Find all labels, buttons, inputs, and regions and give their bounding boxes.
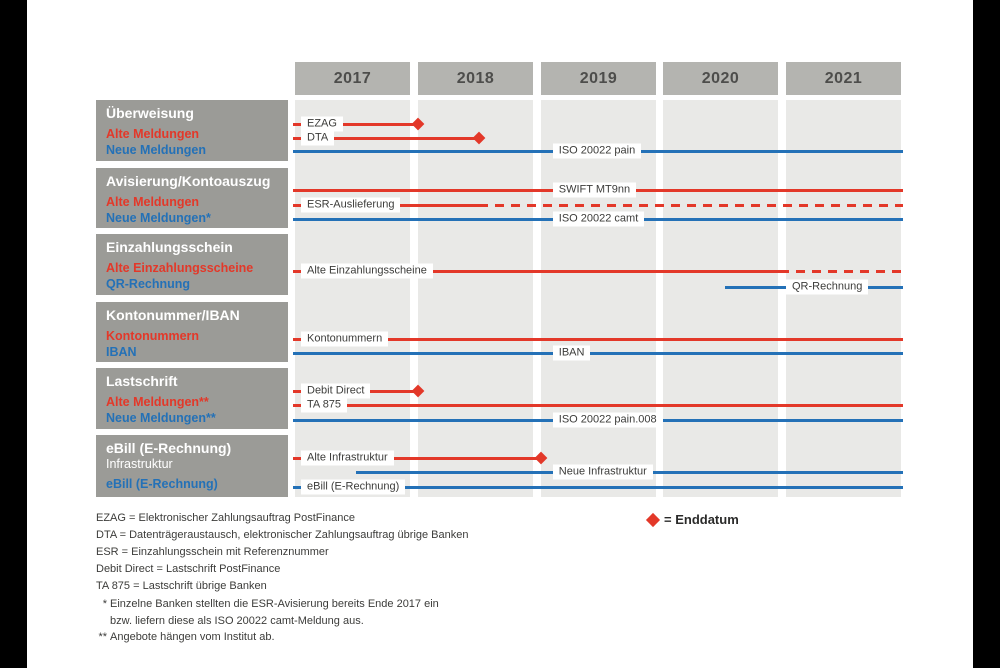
year-column-2018 xyxy=(418,100,533,497)
group-sublabels: Alte Meldungen** Neue Meldungen** xyxy=(106,395,278,426)
bar-label-qr-rechnung: QR-Rechnung xyxy=(786,279,869,295)
enddatum-diamond-icon xyxy=(645,512,661,527)
group-title: Lastschrift xyxy=(106,373,178,389)
footnote-marker: ** xyxy=(98,631,107,643)
group-title: Kontonummer/IBAN xyxy=(106,307,240,323)
group-sublabel-alte-meldungen: Alte Meldungen** xyxy=(106,395,209,409)
bar-line-kontonummern xyxy=(293,337,903,341)
legend-label: = Enddatum xyxy=(664,512,739,527)
group-sublabel-ebill-e-rechnung: eBill (E-Rechnung) xyxy=(106,477,218,491)
bar-line-ebill-e-rechnung xyxy=(293,485,903,489)
group-title: eBill (E-Rechnung) xyxy=(106,440,232,456)
year-header-2018: 2018 xyxy=(418,62,533,95)
definition-line: TA 875 = Lastschrift übrige Banken xyxy=(96,580,267,592)
bar-line-ta-875 xyxy=(293,403,903,407)
group-title-line2: Infrastruktur xyxy=(106,457,173,471)
group-sublabel-alte-einzahlungsscheine: Alte Einzahlungsscheine xyxy=(106,261,254,275)
bar-label-ebill-e-rechnung: eBill (E-Rechnung) xyxy=(301,479,406,495)
year-column-2017 xyxy=(295,100,410,497)
bar-label-iso-20022-pain: ISO 20022 pain xyxy=(552,143,642,159)
footnote-line: Angebote hängen vom Institut ab. xyxy=(110,631,275,643)
sidebar-group-ebill-e-rechnung: eBill (E-Rechnung) Infrastruktur eBill (E-… xyxy=(96,435,288,497)
year-header-2019: 2019 xyxy=(541,62,656,95)
bar-label-swift-mt9nn: SWIFT MT9nn xyxy=(552,182,637,198)
footnote-line: bzw. liefern diese als ISO 20022 camt-Me… xyxy=(110,614,364,627)
bar-label-ta-875: TA 875 xyxy=(301,397,348,413)
group-sublabels: Alte Meldungen Neue Meldungen* xyxy=(106,195,278,226)
bar-label-ezag: EZAG xyxy=(301,116,343,132)
group-sublabels: eBill (E-Rechnung) xyxy=(106,477,278,493)
sidebar-group-berweisung: Überweisung Alte Meldungen Neue Meldungen xyxy=(96,100,288,161)
footnote-notes: * Einzelne Banken stellten die ESR-Avisie… xyxy=(96,596,439,646)
legend: = Enddatum xyxy=(645,512,739,527)
footnote-2: ** Angebote hängen vom Institut ab. xyxy=(96,629,439,646)
group-sublabel-iban: IBAN xyxy=(106,344,137,359)
year-column-2020 xyxy=(663,100,778,497)
definition-line: ESR = Einzahlungsschein mit Referenznumm… xyxy=(96,546,329,558)
group-sublabel-kontonummern: Kontonummern xyxy=(106,329,200,343)
bar-label-esr-auslieferung: ESR-Auslieferung xyxy=(301,197,401,213)
abbreviation-definitions: EZAG = Elektronischer Zahlungsauftrag Po… xyxy=(96,510,469,595)
group-title: Avisierung/Kontoauszug xyxy=(106,173,271,189)
sidebar-group-kontonummer-iban: Kontonummer/IBAN Kontonummern IBAN xyxy=(96,302,288,362)
group-title: Überweisung xyxy=(106,105,194,121)
left-black-bar xyxy=(0,0,27,668)
group-sublabels: Alte Meldungen Neue Meldungen xyxy=(106,127,278,158)
group-title: Einzahlungsschein xyxy=(106,239,233,255)
group-sublabel-neue-meldungen: Neue Meldungen* xyxy=(106,210,211,225)
bar-label-alte-einzahlungsscheine: Alte Einzahlungsscheine xyxy=(301,263,433,279)
sidebar-group-einzahlungsschein: Einzahlungsschein Alte Einzahlungsscheine… xyxy=(96,234,288,295)
bar-label-iso-20022-pain-008: ISO 20022 pain.008 xyxy=(552,412,663,428)
bar-line-dta xyxy=(293,136,480,140)
year-header-2021: 2021 xyxy=(786,62,901,95)
bar-label-iso-20022-camt: ISO 20022 camt xyxy=(552,211,645,227)
bar-label-dta: DTA xyxy=(301,130,335,146)
bar-line-iban xyxy=(293,351,903,355)
year-header-2020: 2020 xyxy=(663,62,778,95)
right-black-bar xyxy=(973,0,1000,668)
group-sublabel-neue-meldungen: Neue Meldungen xyxy=(106,142,207,157)
year-column-2021 xyxy=(786,100,901,497)
sidebar-group-lastschrift: Lastschrift Alte Meldungen** Neue Meldunge… xyxy=(96,368,288,429)
definition-line: DTA = Datenträgeraustausch, elektronisch… xyxy=(96,529,469,541)
footnote-marker: * xyxy=(102,598,107,610)
definition-line: Debit Direct = Lastschrift PostFinance xyxy=(96,563,281,575)
bar-label-kontonummern: Kontonummern xyxy=(301,331,389,347)
bar-line-dashed-esr-auslieferung xyxy=(479,203,903,207)
bar-line-alte-infrastruktur xyxy=(293,456,541,460)
bar-label-alte-infrastruktur: Alte Infrastruktur xyxy=(301,450,394,466)
year-column-2019 xyxy=(541,100,656,497)
group-sublabels: Alte Einzahlungsscheine QR-Rechnung xyxy=(106,261,278,292)
definition-line: EZAG = Elektronischer Zahlungsauftrag Po… xyxy=(96,512,355,524)
group-sublabels: Kontonummern IBAN xyxy=(106,329,278,360)
group-sublabel-alte-meldungen: Alte Meldungen xyxy=(106,195,200,209)
sidebar-group-avisierung-kontoauszug: Avisierung/Kontoauszug Alte Meldungen Neue… xyxy=(96,168,288,228)
bar-line-dashed-alte-einzahlungsscheine xyxy=(779,269,903,273)
bar-label-neue-infrastruktur: Neue Infrastruktur xyxy=(552,464,653,480)
bar-line-alte-einzahlungsscheine xyxy=(293,269,780,273)
bar-label-iban: IBAN xyxy=(552,345,591,361)
group-sublabel-neue-meldungen: Neue Meldungen** xyxy=(106,410,216,425)
bar-label-debit-direct: Debit Direct xyxy=(301,383,371,399)
year-header-2017: 2017 xyxy=(295,62,410,95)
group-sublabel-qr-rechnung: QR-Rechnung xyxy=(106,276,191,291)
footnote-1: * Einzelne Banken stellten die ESR-Avisie… xyxy=(96,596,439,629)
footnote-line: Einzelne Banken stellten die ESR-Avisier… xyxy=(110,598,439,610)
bar-line-ezag xyxy=(293,122,418,126)
group-sublabel-alte-meldungen: Alte Meldungen xyxy=(106,127,200,141)
